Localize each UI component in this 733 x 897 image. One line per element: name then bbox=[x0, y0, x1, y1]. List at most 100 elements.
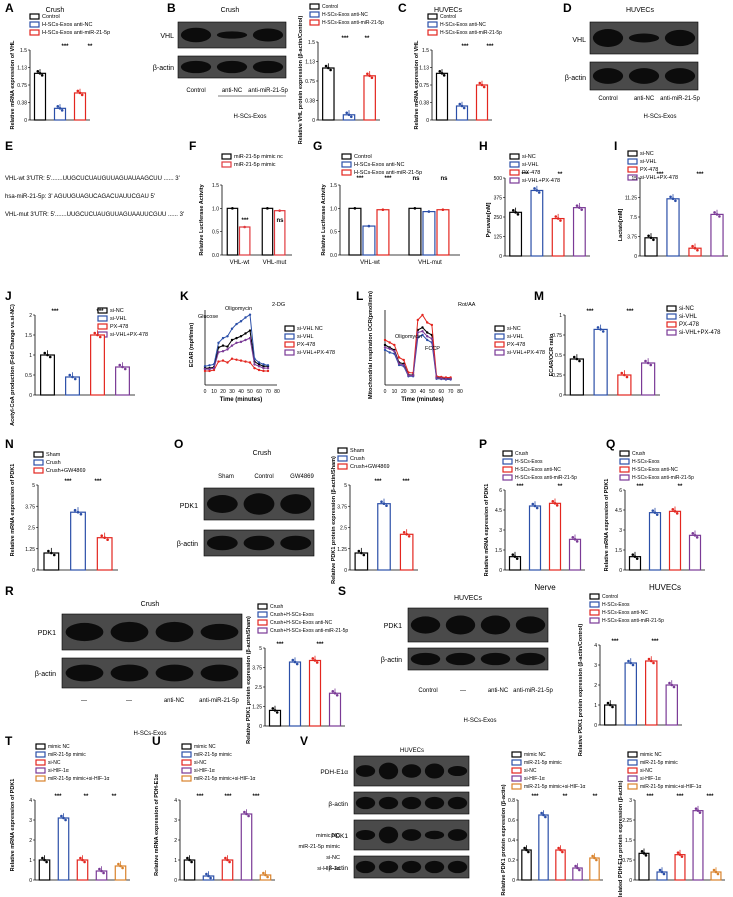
blot-band bbox=[592, 29, 624, 47]
blot-band bbox=[355, 796, 376, 810]
legend-entry: H-SCs-Exos bbox=[515, 459, 543, 465]
bar bbox=[238, 226, 251, 256]
legend-entry: Crush bbox=[270, 604, 284, 610]
row-label: si-HIF-1α bbox=[317, 866, 341, 872]
legend-swatch bbox=[181, 775, 192, 782]
legend-swatch bbox=[181, 751, 192, 758]
lane-label: Sham bbox=[218, 474, 234, 480]
data-point bbox=[226, 335, 229, 338]
data-point bbox=[188, 858, 191, 862]
blot-label: β-actin bbox=[153, 65, 174, 72]
significance-mark: *** bbox=[626, 309, 634, 315]
data-point bbox=[335, 693, 339, 697]
data-point bbox=[572, 355, 576, 359]
legend-entry: Control bbox=[42, 14, 60, 20]
data-point bbox=[427, 210, 431, 213]
data-point bbox=[381, 208, 385, 212]
blot-band bbox=[401, 764, 422, 778]
legend-swatch bbox=[35, 767, 46, 774]
bar bbox=[593, 328, 608, 396]
legend-swatch bbox=[257, 627, 268, 634]
x-tick-label: 30 bbox=[410, 389, 416, 395]
x-axis-label: Time (minutes) bbox=[220, 397, 263, 403]
bar bbox=[422, 211, 436, 256]
blot-label: PDK1 bbox=[180, 503, 198, 510]
legend-entry: H-SCs-Exos anti-miR-21-5p bbox=[632, 475, 694, 481]
bar bbox=[348, 207, 362, 256]
data-point bbox=[421, 333, 424, 337]
data-point bbox=[608, 703, 612, 707]
bar bbox=[288, 661, 302, 727]
data-point bbox=[203, 367, 207, 371]
data-point bbox=[596, 326, 600, 329]
legend-swatch bbox=[619, 466, 630, 473]
x-tick-label: 20 bbox=[401, 389, 407, 395]
data-point bbox=[362, 553, 366, 557]
data-point bbox=[221, 359, 225, 362]
data-point bbox=[540, 811, 543, 815]
data-point bbox=[514, 211, 517, 214]
legend-entry: mimic NC bbox=[48, 744, 70, 750]
data-point bbox=[716, 872, 720, 876]
legend-entry: PX-478 bbox=[507, 342, 525, 348]
group-label: H-SCs-Exos bbox=[463, 718, 496, 724]
legend-swatch bbox=[509, 169, 520, 176]
data-point bbox=[81, 858, 84, 862]
data-point bbox=[405, 533, 408, 536]
significance-mark: *** bbox=[531, 794, 539, 800]
data-point bbox=[79, 856, 82, 860]
significance-mark: *** bbox=[676, 794, 684, 800]
data-point bbox=[366, 72, 369, 76]
blot-label: β-actin bbox=[328, 801, 348, 808]
legend-swatch bbox=[309, 3, 320, 10]
y-tick-label: 2 bbox=[29, 838, 32, 844]
bar bbox=[640, 362, 656, 396]
bar bbox=[57, 817, 70, 881]
y-axis-label: Relative mRNA expression of PDK1 bbox=[10, 779, 16, 872]
y-tick-label: 0 bbox=[312, 118, 315, 124]
y-tick-label: 2.5 bbox=[255, 685, 262, 691]
blot-band bbox=[424, 763, 445, 779]
bar bbox=[73, 92, 87, 121]
data-point bbox=[441, 208, 445, 212]
data-point bbox=[460, 104, 464, 108]
legend-swatch bbox=[589, 617, 600, 624]
data-point bbox=[430, 337, 434, 340]
blot-band bbox=[216, 31, 248, 39]
data-point bbox=[620, 371, 624, 375]
panel-title: Crush bbox=[221, 7, 240, 14]
blot-band bbox=[280, 535, 312, 551]
data-point bbox=[228, 860, 231, 864]
legend-entry: H-SCs-Exos anti-miR-21-5p bbox=[440, 30, 502, 36]
bar bbox=[572, 207, 586, 257]
data-point bbox=[440, 72, 444, 75]
bar bbox=[96, 537, 113, 571]
legend-entry: Crush bbox=[515, 451, 529, 457]
y-tick-label: 0.5 bbox=[212, 230, 219, 236]
legend-swatch bbox=[619, 474, 630, 481]
legend-entry: H-SCs-Exos anti-miR-21-5p bbox=[354, 170, 422, 176]
data-point bbox=[531, 502, 535, 506]
y-tick-label: 7.5 bbox=[630, 215, 637, 221]
data-point bbox=[511, 209, 515, 212]
significance-mark: ** bbox=[563, 794, 568, 800]
data-point bbox=[449, 377, 452, 381]
blot-band bbox=[401, 796, 422, 810]
data-point bbox=[642, 852, 646, 855]
x-tick-label: VHL-wt bbox=[360, 260, 380, 266]
y-tick-label: 0.38 bbox=[305, 99, 315, 105]
legend-entry: miR-21-5p mimic+si-HIF-1α bbox=[524, 784, 585, 790]
y-tick-label: 1.13 bbox=[305, 60, 315, 66]
bar bbox=[95, 870, 108, 881]
bar bbox=[376, 209, 390, 256]
x-axis-label: Time (minutes) bbox=[401, 397, 444, 403]
lane-label: Control bbox=[186, 88, 205, 94]
data-point bbox=[693, 534, 697, 537]
data-point bbox=[671, 508, 675, 511]
blot-band bbox=[180, 27, 212, 43]
legend-entry: miR-21-5p mimic bbox=[194, 752, 232, 758]
blot-label: β-actin bbox=[35, 671, 56, 678]
data-point bbox=[413, 207, 417, 210]
data-point bbox=[382, 502, 386, 506]
data-point bbox=[511, 553, 515, 556]
